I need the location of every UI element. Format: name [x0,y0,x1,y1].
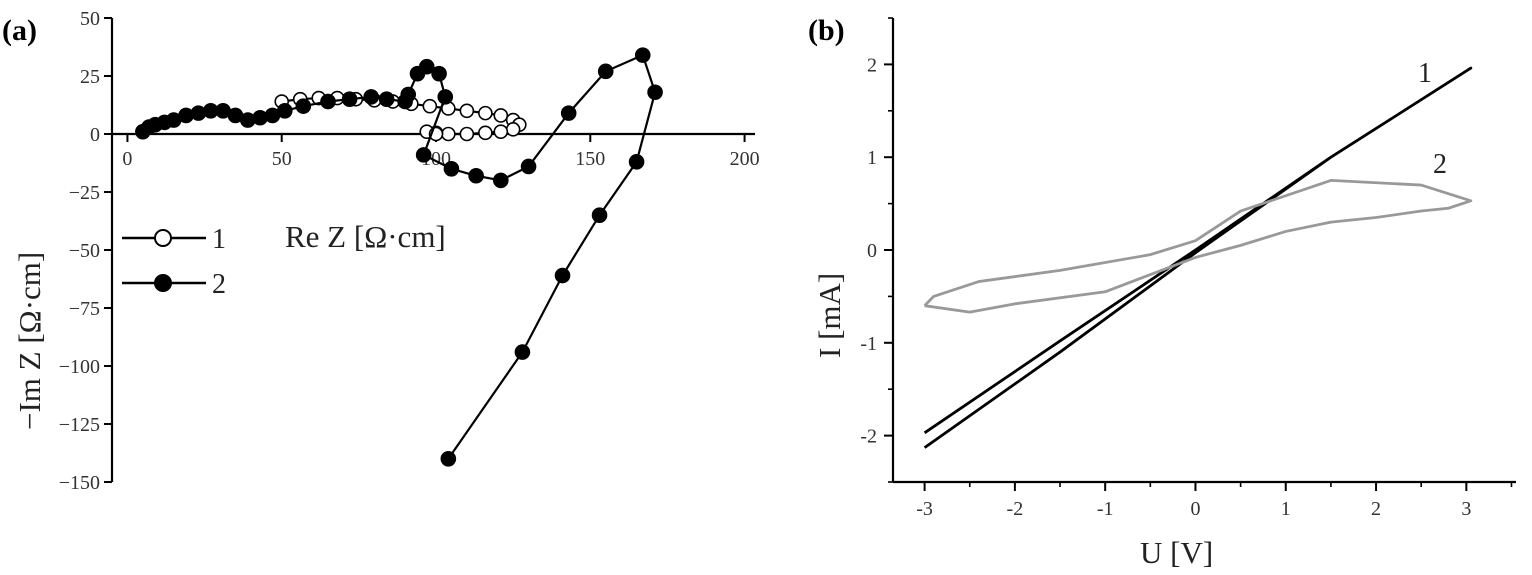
panel-a-x-tick-label: 50 [272,148,292,170]
series-1-point [478,105,493,121]
panel-a-y-tick-label: −25 [69,182,100,204]
series-2-point [520,158,537,175]
panel-b-y-tick-label: 2 [867,54,877,76]
panel-b-label: (b) [808,14,845,47]
curve-label-1: 1 [1418,58,1432,89]
panel-b-y-axis-title: I [mA] [812,273,847,358]
panel-b-axes: 2 1 0 -1 -2 -3 -2 -1 0 1 2 3 [860,17,1516,520]
panel-b-y-tick-label: -1 [860,333,877,355]
series-2-point [363,89,380,105]
panel-a-y-tick-label: −50 [69,240,100,262]
panel-a-series-2 [135,47,663,467]
panel-b-x-tick-label: -1 [1097,498,1114,520]
panel-b-curve-1 [923,66,1473,449]
panel-a-x-tick-label: 150 [575,148,605,170]
series-2-point [400,86,417,103]
series-2-point [295,98,312,114]
panel-b-x-tick-label: -3 [916,498,933,520]
series-2-point [647,84,663,101]
panel-a-y-tick-label: 0 [90,124,100,146]
panel-b-x-tick-label: 2 [1371,498,1381,520]
curve-label-2: 2 [1433,149,1447,180]
panel-a-label: (a) [2,14,37,47]
series-1-point [493,124,509,139]
panel-b-curve-2 [923,178,1473,314]
panel-b-x-axis-title: U [V] [1140,535,1213,570]
series-1-point [493,108,509,123]
series-2-point [440,450,457,467]
panel-a-y-tick-label: 25 [80,66,100,88]
series-2-point [628,154,645,170]
series-1-point [422,98,438,114]
panel-b-iv-curve: (b) 2 1 0 -1 -2 -3 -2 -1 0 1 2 3 U [V] I [mA] 1 2 [808,14,1516,570]
series-1-point [478,125,493,141]
panel-a-y-tick-label: −125 [59,414,100,436]
series-2-point [276,103,293,119]
panel-a-y-tick-label: 50 [80,8,100,30]
panel-a-y-tick-label: −75 [69,298,100,320]
panel-b-x-tick-label: 1 [1281,498,1291,520]
series-2-point [443,161,460,177]
series-2-point [418,58,435,75]
series-2-point [415,147,432,163]
panel-a-x-tick-label: 200 [730,148,760,170]
series-1-point [441,126,456,142]
panel-a-y-axis-title: −Im Z [Ω·cm] [12,252,47,430]
panel-a-series [135,47,663,467]
panel-a-series-1 [274,90,527,142]
legend-label-2: 2 [212,269,226,300]
series-1-point [459,103,475,119]
panel-a-x-tick-label: 0 [122,148,132,170]
series-2-point [378,91,395,107]
series-2-point [341,91,358,107]
series-2-point [320,93,336,110]
series-1-point [505,122,521,137]
panel-a-x-axis-title: Re Z [Ω·cm] [285,219,446,254]
series-2-point [597,63,614,80]
series-2-point [554,267,571,284]
panel-a-legend: 1 2 [122,224,226,300]
series-2-point [492,172,509,189]
legend-label-1: 1 [212,224,226,255]
legend-marker-2 [154,274,172,292]
panel-b-y-tick-label: 0 [867,240,877,262]
panel-b-y-tick-label: 1 [867,147,877,169]
series-2-point [437,89,454,105]
series-2-point [514,344,531,360]
series-2-point [431,65,447,82]
series-2-point [591,207,608,223]
panel-b-y-tick-label: -2 [860,426,877,448]
series-2-point [468,167,484,184]
panel-b-x-tick-label: -2 [1007,498,1024,520]
series-2-point [560,105,577,121]
panel-a-y-tick-label: −150 [59,472,100,494]
panel-b-x-tick-label: 3 [1461,498,1471,520]
series-1-point [459,126,475,142]
panel-b-x-tick-label: 0 [1190,498,1200,520]
panel-b-series [923,66,1473,449]
legend-marker-1 [154,229,172,247]
panel-a-y-tick-label: −100 [59,356,100,378]
series-2-point [634,47,651,63]
